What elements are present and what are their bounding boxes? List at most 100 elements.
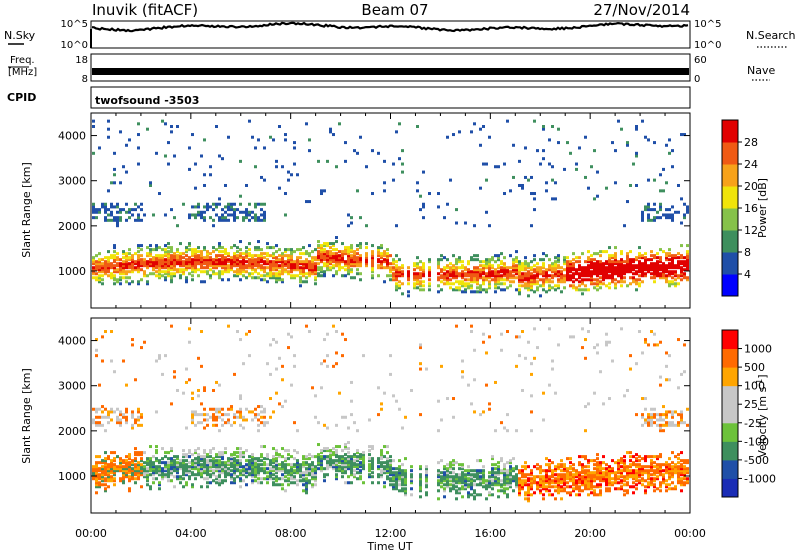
range-cell xyxy=(533,481,536,485)
range-cell xyxy=(560,459,563,463)
range-cell xyxy=(230,423,233,427)
range-cell xyxy=(314,475,317,479)
range-cell xyxy=(449,483,452,487)
range-cell xyxy=(572,272,575,276)
range-cell xyxy=(305,258,308,262)
range-cell xyxy=(95,354,98,358)
range-cell xyxy=(335,451,338,455)
range-cell xyxy=(527,479,530,483)
range-cell xyxy=(296,463,299,467)
range-cell xyxy=(683,260,686,264)
range-cell xyxy=(329,254,332,258)
range-cell xyxy=(272,481,275,485)
range-cell xyxy=(245,213,248,217)
range-cell xyxy=(587,268,590,272)
range-cell xyxy=(668,213,671,217)
range-cell xyxy=(572,487,575,491)
range-cell xyxy=(509,469,512,473)
range-cell xyxy=(605,463,608,467)
range-cell xyxy=(329,250,332,254)
range-cell xyxy=(545,268,548,272)
range-cell xyxy=(455,497,458,501)
range-cell xyxy=(521,485,524,489)
range-cell xyxy=(452,270,455,274)
range-cell xyxy=(242,252,245,256)
range-cell xyxy=(506,429,509,433)
range-cell xyxy=(164,154,167,158)
range-cell xyxy=(269,415,272,419)
range-cell xyxy=(353,475,356,479)
range-cell xyxy=(338,455,341,459)
range-cell xyxy=(323,244,326,248)
range-cell xyxy=(500,262,503,266)
range-cell xyxy=(125,256,128,260)
range-cell xyxy=(506,481,509,485)
range-cell xyxy=(458,477,461,481)
range-cell xyxy=(500,483,503,487)
range-cell xyxy=(191,274,194,278)
range-cell xyxy=(143,272,146,276)
range-cell xyxy=(476,274,479,278)
range-cell xyxy=(227,421,230,425)
range-cell xyxy=(275,159,278,163)
range-cell xyxy=(179,274,182,278)
range-cell xyxy=(650,473,653,477)
range-cell xyxy=(239,463,242,467)
range-cell xyxy=(650,459,653,463)
range-cell xyxy=(350,463,353,467)
range-cell xyxy=(155,359,158,363)
range-cell xyxy=(662,276,665,280)
range-cell xyxy=(677,183,680,187)
range-cell xyxy=(395,286,398,290)
range-cell xyxy=(623,465,626,469)
range-cell xyxy=(464,282,467,286)
range-cell xyxy=(332,447,335,451)
range-cell xyxy=(521,268,524,272)
range-cell xyxy=(332,260,335,264)
range-cell xyxy=(227,208,230,212)
range-cell xyxy=(311,485,314,489)
range-cell xyxy=(206,270,209,274)
range-cell xyxy=(332,244,335,248)
range-cell xyxy=(170,461,173,465)
range-cell xyxy=(593,346,596,350)
range-cell xyxy=(101,471,104,475)
range-cell xyxy=(560,274,563,278)
range-cell xyxy=(338,260,341,264)
range-cell xyxy=(215,453,218,457)
range-cell xyxy=(449,487,452,491)
range-cell xyxy=(218,479,221,483)
range-cell xyxy=(653,332,656,336)
range-cell xyxy=(122,469,125,473)
range-cell xyxy=(428,266,431,270)
range-cell xyxy=(266,421,269,425)
range-cell xyxy=(638,473,641,477)
range-cell xyxy=(239,423,242,427)
range-cell xyxy=(122,260,125,264)
range-cell xyxy=(221,208,224,212)
range-cell xyxy=(554,489,557,493)
range-cell xyxy=(500,274,503,278)
range-cell xyxy=(236,246,239,250)
range-cell xyxy=(632,276,635,280)
range-cell xyxy=(575,487,578,491)
range-cell xyxy=(104,407,107,411)
range-cell xyxy=(161,119,164,123)
range-cell xyxy=(650,477,653,481)
range-cell xyxy=(236,254,239,258)
range-cell xyxy=(134,457,137,461)
range-cell xyxy=(203,388,206,392)
range-cell xyxy=(311,483,314,487)
range-cell xyxy=(518,260,521,264)
range-cell xyxy=(446,258,449,262)
range-cell xyxy=(680,270,683,274)
range-cell xyxy=(524,479,527,483)
range-cell xyxy=(656,252,659,256)
range-cell xyxy=(290,258,293,262)
range-cell xyxy=(194,266,197,270)
range-cell xyxy=(266,362,269,366)
range-cell xyxy=(419,288,422,292)
range-cell xyxy=(428,288,431,292)
range-cell xyxy=(524,276,527,280)
range-cell xyxy=(317,274,320,278)
